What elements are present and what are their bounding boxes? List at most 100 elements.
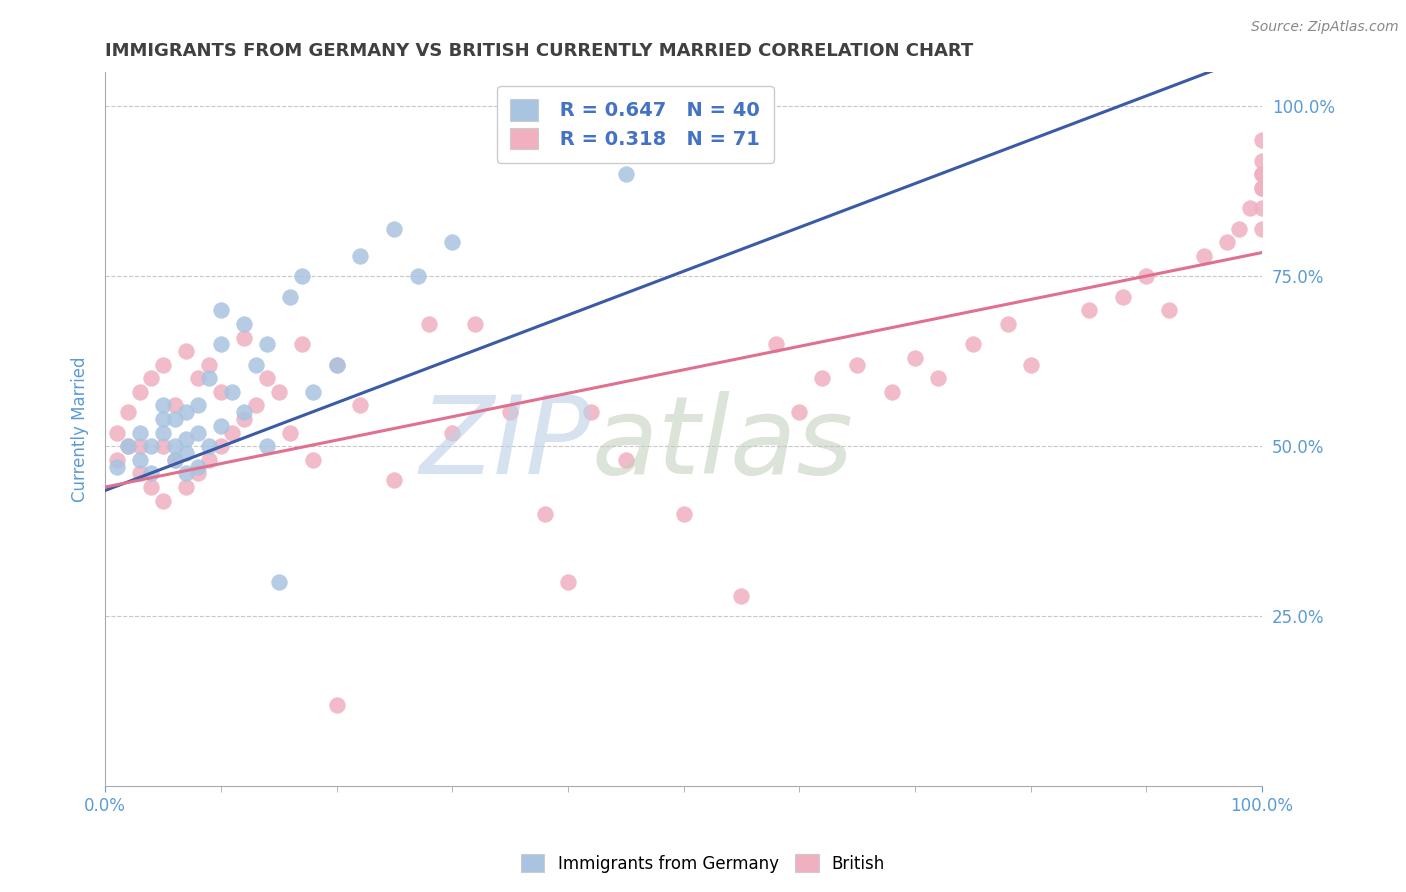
- Point: [267, 384, 290, 399]
- Point: [267, 575, 290, 590]
- Point: [291, 337, 314, 351]
- Point: [152, 493, 174, 508]
- Point: [163, 399, 186, 413]
- Point: [1251, 153, 1274, 168]
- Point: [141, 439, 163, 453]
- Text: Source: ZipAtlas.com: Source: ZipAtlas.com: [1251, 20, 1399, 34]
- Text: ZIP: ZIP: [419, 391, 591, 496]
- Point: [441, 235, 464, 250]
- Point: [1251, 168, 1274, 182]
- Point: [163, 453, 186, 467]
- Point: [209, 303, 232, 318]
- Point: [765, 337, 787, 351]
- Point: [221, 384, 243, 399]
- Point: [163, 453, 186, 467]
- Point: [1251, 133, 1274, 147]
- Point: [441, 425, 464, 440]
- Point: [846, 358, 869, 372]
- Point: [1112, 290, 1135, 304]
- Point: [787, 405, 810, 419]
- Point: [129, 467, 152, 481]
- Point: [209, 384, 232, 399]
- Point: [349, 249, 371, 263]
- Point: [141, 480, 163, 494]
- Point: [278, 290, 301, 304]
- Point: [1251, 202, 1274, 216]
- Point: [302, 384, 325, 399]
- Point: [904, 351, 927, 365]
- Point: [233, 330, 256, 344]
- Point: [302, 453, 325, 467]
- Point: [174, 446, 197, 460]
- Point: [579, 405, 602, 419]
- Point: [1077, 303, 1099, 318]
- Point: [141, 371, 163, 385]
- Point: [187, 459, 209, 474]
- Point: [141, 467, 163, 481]
- Point: [533, 508, 555, 522]
- Point: [187, 371, 209, 385]
- Point: [163, 412, 186, 426]
- Point: [174, 344, 197, 359]
- Y-axis label: Currently Married: Currently Married: [72, 357, 89, 502]
- Point: [418, 317, 440, 331]
- Point: [152, 358, 174, 372]
- Point: [278, 425, 301, 440]
- Text: IMMIGRANTS FROM GERMANY VS BRITISH CURRENTLY MARRIED CORRELATION CHART: IMMIGRANTS FROM GERMANY VS BRITISH CURRE…: [105, 42, 973, 60]
- Point: [614, 168, 637, 182]
- Point: [152, 399, 174, 413]
- Point: [198, 358, 221, 372]
- Point: [1192, 249, 1215, 263]
- Point: [221, 425, 243, 440]
- Point: [557, 575, 579, 590]
- Point: [187, 467, 209, 481]
- Point: [325, 698, 347, 712]
- Point: [1227, 221, 1250, 235]
- Point: [256, 439, 278, 453]
- Point: [325, 358, 347, 372]
- Point: [384, 221, 406, 235]
- Point: [105, 425, 128, 440]
- Legend: Immigrants from Germany, British: Immigrants from Germany, British: [515, 847, 891, 880]
- Point: [105, 453, 128, 467]
- Point: [198, 371, 221, 385]
- Point: [384, 473, 406, 487]
- Legend:  R = 0.647   N = 40,  R = 0.318   N = 71: R = 0.647 N = 40, R = 0.318 N = 71: [496, 86, 773, 163]
- Point: [209, 439, 232, 453]
- Point: [233, 317, 256, 331]
- Point: [129, 453, 152, 467]
- Point: [129, 439, 152, 453]
- Point: [129, 384, 152, 399]
- Point: [233, 412, 256, 426]
- Point: [245, 358, 267, 372]
- Point: [256, 371, 278, 385]
- Point: [880, 384, 903, 399]
- Point: [117, 439, 139, 453]
- Point: [1251, 181, 1274, 195]
- Point: [163, 439, 186, 453]
- Point: [1251, 181, 1274, 195]
- Point: [614, 453, 637, 467]
- Point: [1019, 358, 1042, 372]
- Point: [256, 337, 278, 351]
- Point: [152, 412, 174, 426]
- Point: [962, 337, 984, 351]
- Point: [105, 459, 128, 474]
- Point: [1135, 269, 1157, 284]
- Point: [406, 269, 429, 284]
- Point: [464, 317, 486, 331]
- Point: [174, 433, 197, 447]
- Point: [730, 589, 752, 603]
- Point: [129, 425, 152, 440]
- Point: [1251, 221, 1274, 235]
- Point: [174, 467, 197, 481]
- Point: [198, 453, 221, 467]
- Point: [811, 371, 834, 385]
- Point: [233, 405, 256, 419]
- Point: [209, 337, 232, 351]
- Point: [117, 439, 139, 453]
- Point: [174, 480, 197, 494]
- Point: [291, 269, 314, 284]
- Point: [117, 405, 139, 419]
- Point: [209, 418, 232, 433]
